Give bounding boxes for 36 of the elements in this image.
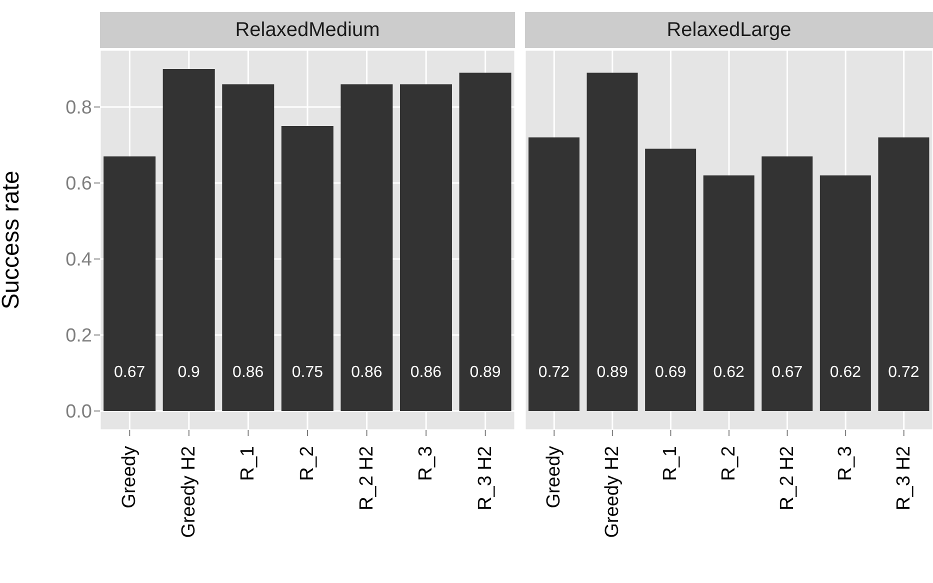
x-tick-label: R_3 H2	[893, 446, 914, 510]
x-tick-label: R_2 H2	[356, 446, 378, 510]
x-tick-label: R_3	[835, 446, 856, 481]
x-tick-label: Greedy	[119, 446, 140, 508]
chart-title: RelaxedMedium	[235, 18, 380, 42]
data-label: 0.62	[713, 364, 745, 381]
y-tick-label: 0.6	[66, 174, 92, 195]
chart-title: RelaxedLarge	[666, 18, 792, 42]
x-tick-label: R_3 H2	[474, 446, 496, 510]
y-tick-label: 0.8	[66, 98, 92, 119]
data-label: 0.67	[114, 364, 146, 381]
data-label: 0.69	[655, 364, 686, 381]
x-tick-label: R_2	[718, 446, 740, 481]
x-tick-label: R_1	[238, 446, 259, 481]
y-tick-label: 0.2	[66, 326, 92, 347]
data-label: 0.9	[178, 364, 200, 381]
x-tick-label: R_2	[297, 446, 318, 481]
x-tick-label: Greedy	[544, 446, 565, 508]
x-tick-label: Greedy H2	[178, 446, 200, 538]
x-tick-label: R_3	[416, 446, 437, 481]
data-label: 0.75	[292, 364, 324, 381]
data-label: 0.86	[351, 364, 382, 381]
data-label: 0.62	[830, 364, 862, 381]
data-label: 0.89	[470, 364, 501, 381]
data-label: 0.67	[772, 364, 803, 381]
data-label: 0.72	[538, 364, 570, 381]
data-label: 0.89	[596, 364, 628, 381]
x-tick-label: R_2 H2	[776, 446, 798, 510]
y-axis-title: Success rate	[0, 170, 25, 310]
y-tick-label: 0.4	[66, 250, 92, 271]
data-label: 0.86	[232, 364, 264, 381]
data-label: 0.72	[888, 364, 920, 381]
data-label: 0.86	[410, 364, 442, 381]
y-tick-label: 0.0	[66, 402, 92, 423]
x-tick-label: R_1	[660, 446, 682, 481]
x-tick-label: Greedy H2	[602, 446, 623, 538]
